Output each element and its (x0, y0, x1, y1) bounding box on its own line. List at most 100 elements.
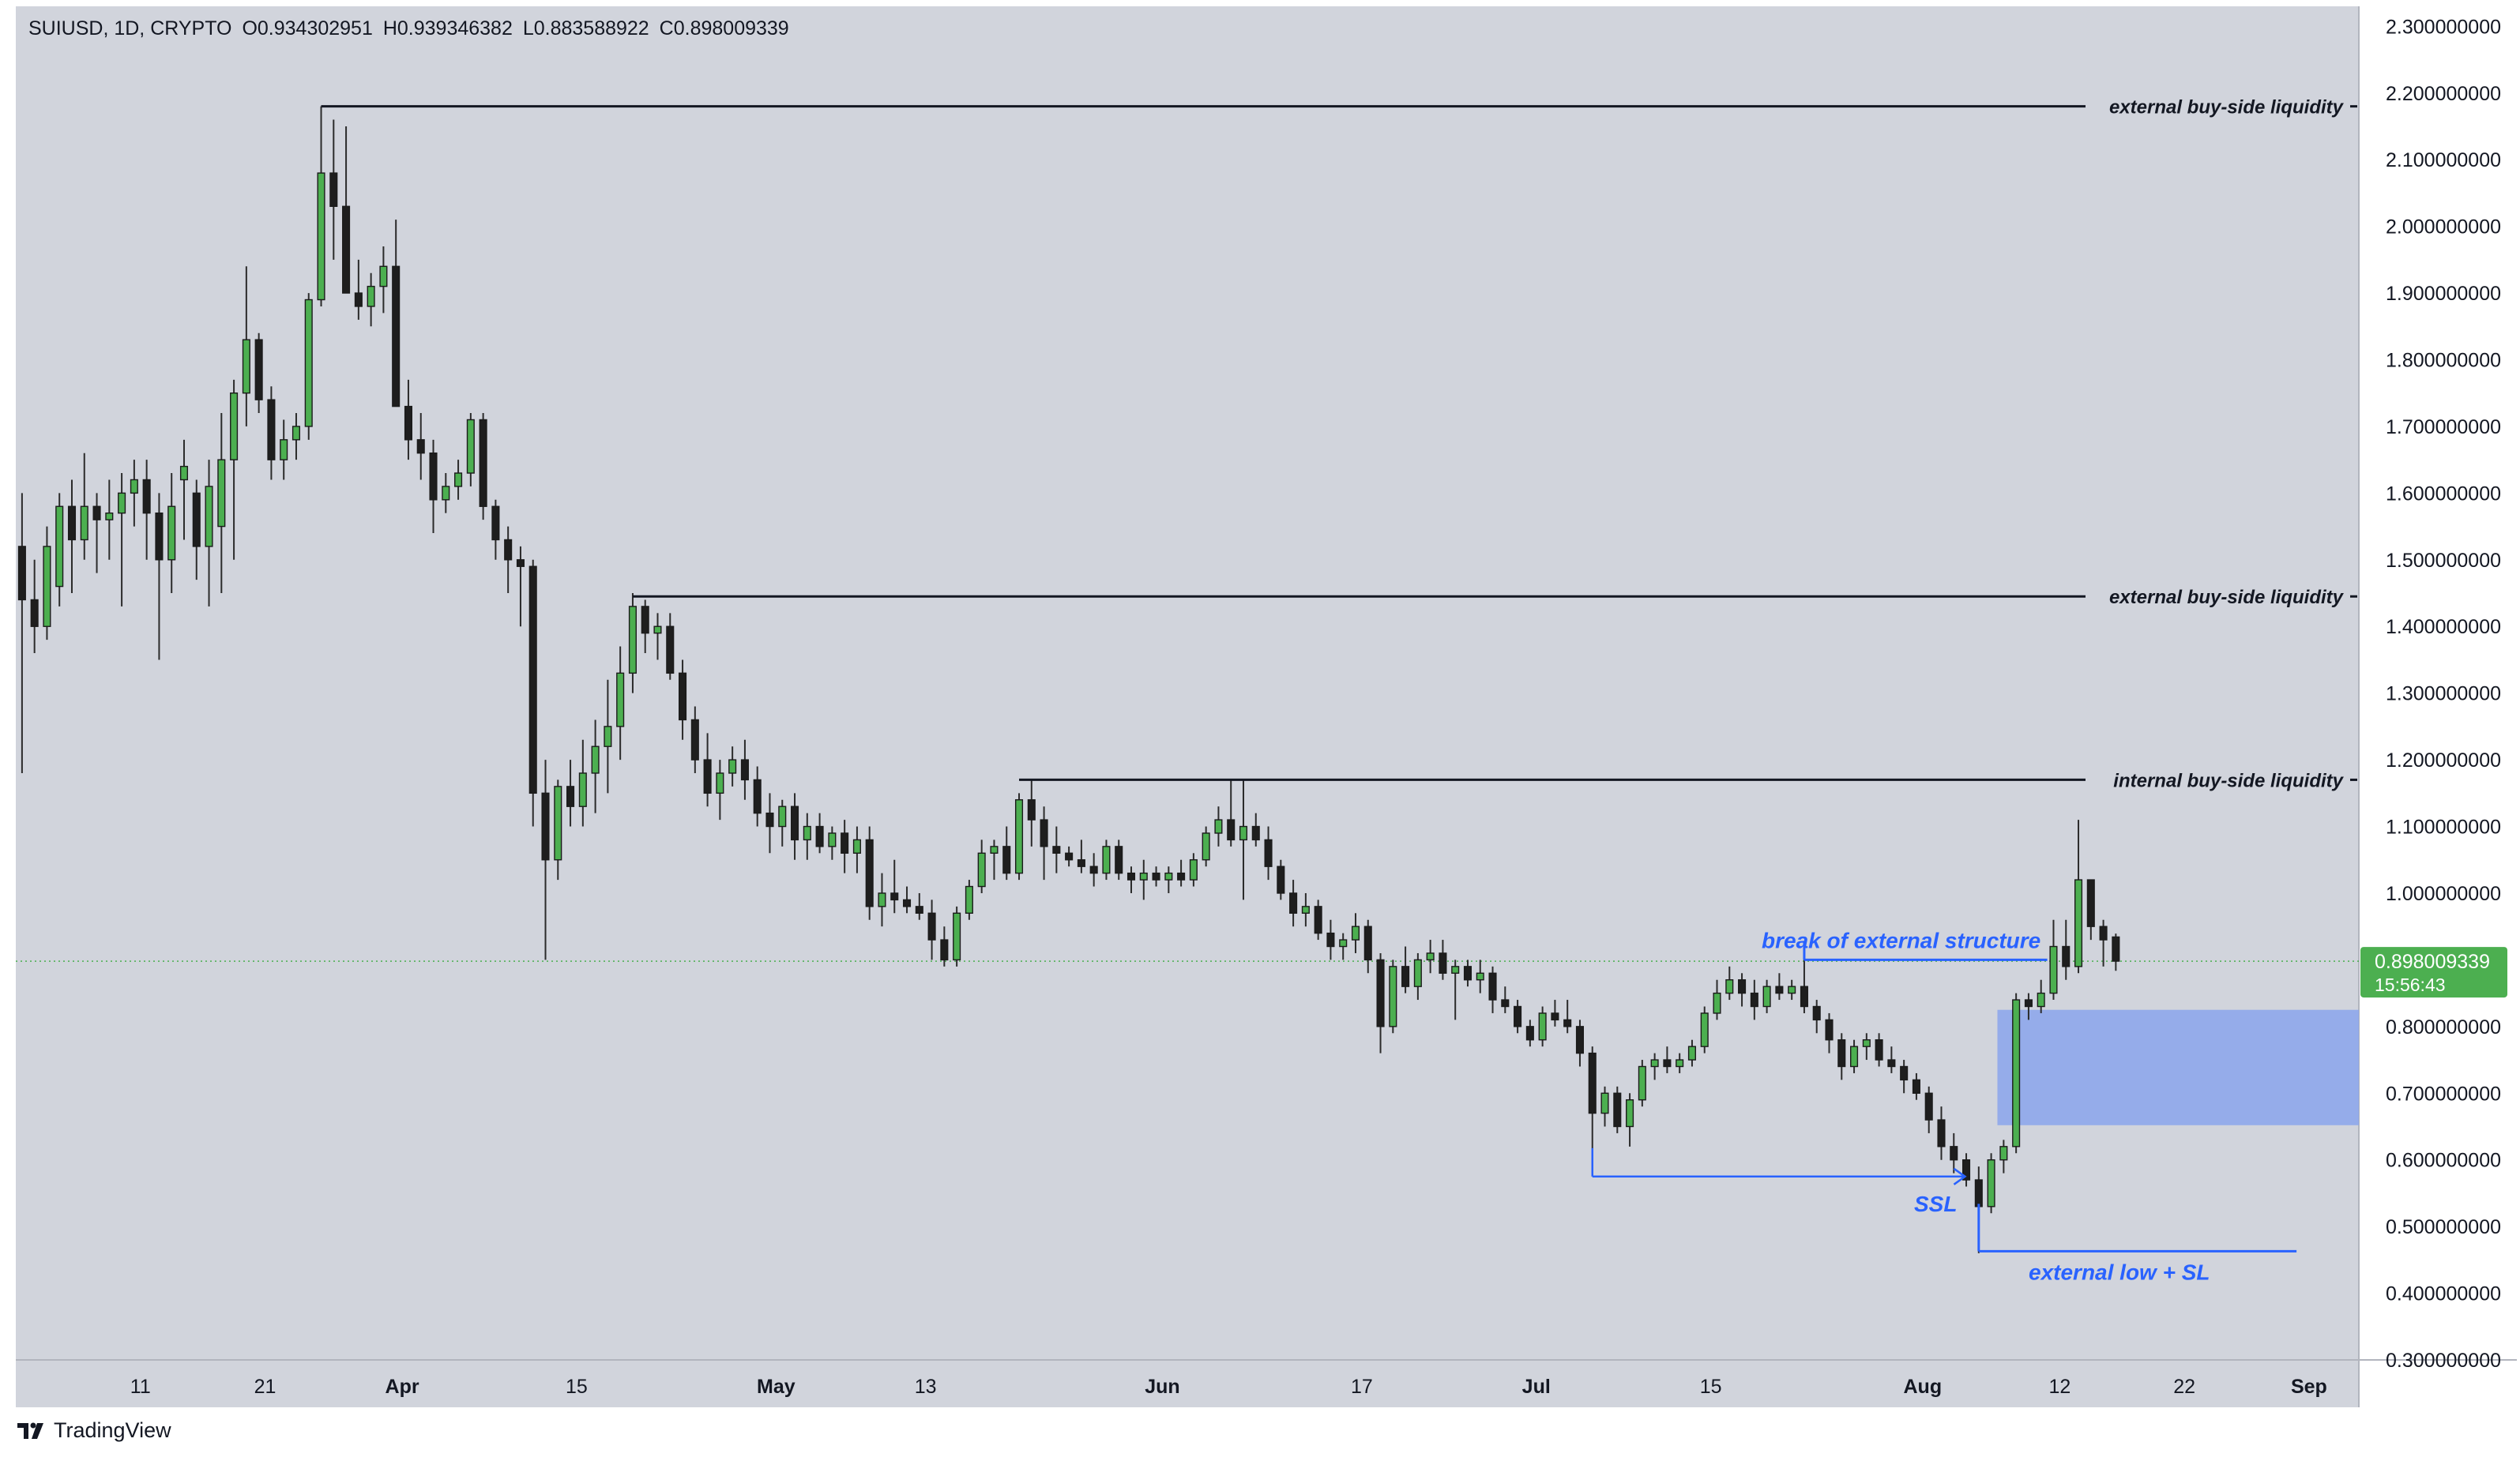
candle-bearish (2024, 999, 2033, 1008)
candle-bullish (1987, 1159, 1995, 1207)
candle-bearish (30, 599, 39, 627)
candle-bullish (1189, 859, 1198, 881)
candle-bearish (1575, 1026, 1585, 1054)
candle-bearish (1961, 1159, 1971, 1181)
candle-bullish (778, 806, 787, 828)
candle-bullish (1426, 952, 1435, 961)
price-tick-label: 1.100000000 (2386, 817, 2501, 839)
candle-bullish (878, 892, 886, 907)
candle-bullish (977, 852, 986, 888)
candle-bearish (1887, 1059, 1896, 1068)
candle-bullish (1413, 959, 1422, 987)
ssl-label: SSL (1914, 1192, 1957, 1216)
candle-bearish (416, 439, 425, 454)
price-tick-label: 0.300000000 (2386, 1350, 2501, 1372)
candle-bearish (1588, 1052, 1597, 1114)
candle-bearish (1401, 966, 1410, 987)
candle-bearish (329, 172, 338, 208)
time-tick-label: 11 (130, 1376, 151, 1398)
candle-bullish (317, 172, 325, 301)
candle-bearish (1514, 1005, 1522, 1027)
time-tick-label: 13 (915, 1376, 937, 1398)
candle-bearish (753, 779, 762, 814)
candle-bullish (1687, 1046, 1696, 1061)
price-tick-label: 0.500000000 (2386, 1216, 2501, 1238)
candle-bullish (1600, 1092, 1609, 1114)
candle-bearish (1974, 1179, 1983, 1207)
candle-bullish (1700, 1012, 1709, 1047)
candle-bearish (342, 205, 351, 294)
candle-bullish (1202, 832, 1210, 861)
time-tick-label: Jun (1145, 1376, 1179, 1398)
candle-bullish (1214, 819, 1223, 834)
candle-bullish (217, 459, 226, 528)
candle-bearish (765, 812, 774, 828)
candle-bullish (179, 465, 189, 481)
candle-bullish (728, 759, 737, 774)
candle-bearish (67, 505, 77, 541)
price-tick-label: 1.300000000 (2386, 683, 2501, 705)
candle-bullish (130, 479, 138, 494)
symbol-label: SUIUSD, 1D, CRYPTO (28, 17, 232, 39)
candle-bearish (267, 399, 276, 460)
candle-bearish (927, 912, 936, 941)
candle-bullish (1538, 1012, 1547, 1041)
time-tick-label: 15 (566, 1376, 588, 1398)
close-value: C0.898009339 (659, 17, 789, 39)
candle-bullish (291, 426, 301, 441)
candle-bullish (205, 486, 213, 547)
candle-bearish (1040, 819, 1048, 847)
candle-bearish (1775, 986, 1784, 994)
liquidity-level-label: internal buy-side liquidity (2113, 770, 2344, 791)
candle-bearish (1027, 799, 1036, 821)
candle-bearish (1875, 1039, 1883, 1061)
candle-bullish (1239, 825, 1248, 841)
candle-bearish (516, 559, 525, 567)
candle-bullish (554, 786, 562, 861)
candle-bearish (815, 825, 824, 847)
candle-bearish (1052, 846, 1061, 854)
high-value: H0.939346382 (382, 17, 513, 39)
candle-bearish (1177, 872, 1186, 881)
candle-bullish (1351, 926, 1360, 941)
candle-bearish (641, 606, 649, 634)
candle-bearish (479, 419, 487, 507)
candle-bearish (1912, 1079, 1920, 1094)
price-tick-label: 2.300000000 (2386, 16, 2501, 38)
candle-bullish (1713, 992, 1721, 1014)
candle-bearish (1277, 866, 1285, 894)
bos-label: break of external structure (1762, 928, 2040, 952)
candle-bearish (1900, 1065, 1909, 1081)
candle-bullish (1788, 986, 1796, 994)
candle-bearish (528, 565, 537, 794)
candle-bullish (280, 439, 288, 460)
tradingview-brand[interactable]: TradingView (16, 1418, 171, 1443)
candle-bearish (1065, 852, 1074, 861)
candle-bearish (1152, 872, 1160, 881)
candle-bullish (628, 606, 637, 674)
candle-bearish (1837, 1039, 1846, 1068)
candle-bearish (1089, 866, 1098, 874)
candle-bearish (890, 892, 899, 901)
price-tick-label: 1.500000000 (2386, 550, 2501, 572)
symbol-legend: SUIUSD, 1D, CRYPTO O0.934302951 H0.93934… (28, 17, 794, 40)
candle-bearish (17, 546, 26, 601)
price-tag-countdown: 15:56:43 (2375, 975, 2446, 995)
candle-bullish (578, 772, 587, 807)
candle-bearish (1488, 972, 1497, 1001)
candle-bearish (690, 719, 699, 761)
price-tick-label: 1.200000000 (2386, 749, 2501, 772)
liquidity-level-label: external buy-side liquidity (2109, 97, 2345, 118)
price-tick-label: 0.800000000 (2386, 1016, 2501, 1038)
candle-bearish (1227, 819, 1236, 841)
candle-bullish (2037, 992, 2045, 1008)
candle-bearish (429, 453, 438, 501)
time-tick-label: Apr (386, 1376, 419, 1398)
candle-bullish (653, 625, 662, 634)
candle-bearish (1115, 846, 1123, 874)
candle-bearish (491, 505, 500, 541)
candle-bullish (105, 512, 114, 520)
candle-bearish (940, 939, 949, 961)
